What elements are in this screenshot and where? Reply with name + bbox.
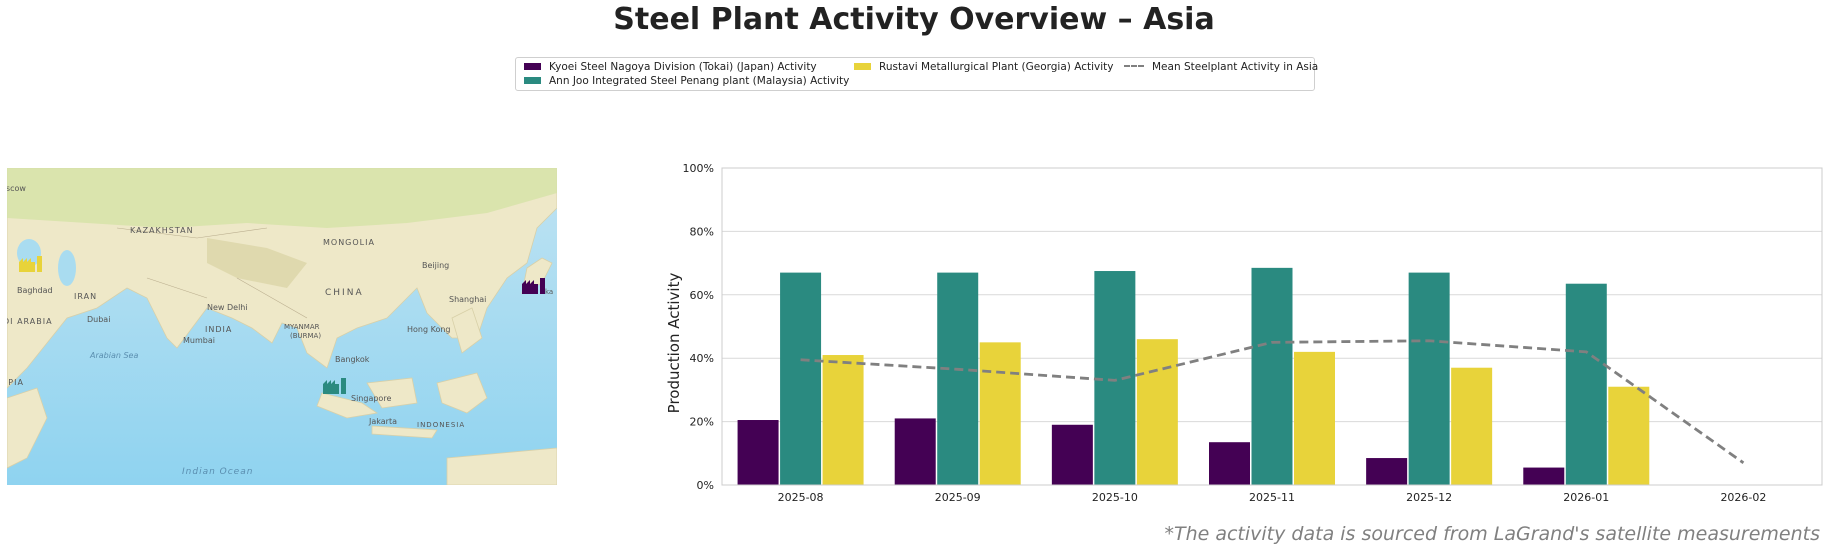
legend-item-annjoo: Ann Joo Integrated Steel Penang plant (M… <box>524 74 849 88</box>
bar-2025-11-s2 <box>1294 351 1335 485</box>
plot-frame <box>721 167 1823 486</box>
bar-2025-08-s1 <box>780 272 822 485</box>
factory-icon-georgia <box>19 256 42 272</box>
bar-2025-12-s1 <box>1408 272 1450 485</box>
asia-map: oscow KAZAKHSTAN MONGOLIA Beijing CHINA … <box>7 168 557 485</box>
legend-item-kyoei: Kyoei Steel Nagoya Division (Tokai) (Jap… <box>524 60 817 74</box>
y-tick-label: 40% <box>690 352 714 365</box>
bar-2025-09-s0 <box>894 418 936 485</box>
bar-2025-09-s2 <box>979 342 1021 485</box>
legend-swatch-rustavi <box>854 62 871 70</box>
bar-2025-08-s0 <box>737 420 779 485</box>
y-axis-label: Production Activity <box>665 273 683 414</box>
y-tick-label: 80% <box>690 225 714 238</box>
x-tick-label: 2026-02 <box>1720 491 1766 504</box>
x-tick-label: 2025-10 <box>1092 491 1138 504</box>
bar-2026-01-s0 <box>1523 467 1565 485</box>
mean-activity-line <box>800 339 1745 464</box>
legend-swatch-annjoo <box>524 76 541 84</box>
map-labels: oscow KAZAKHSTAN MONGOLIA Beijing CHINA … <box>7 184 553 477</box>
y-tick-label: 0% <box>697 479 714 492</box>
factory-icon-malaysia <box>323 378 346 394</box>
map-land-australia <box>446 447 557 485</box>
bars <box>737 267 1650 485</box>
bar-2025-12-s2 <box>1451 367 1493 485</box>
map-label-kazakhstan: KAZAKHSTAN <box>130 226 194 235</box>
map-highlands <box>207 238 307 288</box>
bar-2025-08-s2 <box>822 355 864 485</box>
x-tick-label: 2025-11 <box>1249 491 1295 504</box>
bar-chart: 0% 20% 40% 60% 80% 100% 2025-08 2025-09 2025-10 2… <box>665 162 1823 504</box>
legend-item-mean: Mean Steelplant Activity in Asia <box>1124 60 1318 74</box>
map-label-new-delhi: New Delhi <box>207 303 248 312</box>
map-label-bangkok: Bangkok <box>335 355 370 364</box>
footnote: *The activity data is sourced from LaGra… <box>1164 523 1820 545</box>
map-label-arabian-sea: Arabian Sea <box>89 351 138 360</box>
map-label-dubai: Dubai <box>87 315 110 324</box>
map-label-iran: IRAN <box>74 292 97 301</box>
legend-item-rustavi: Rustavi Metallurgical Plant (Georgia) Ac… <box>854 60 1113 74</box>
map-land-sulawesi <box>436 372 488 414</box>
x-tick-label: 2025-08 <box>778 491 824 504</box>
map-land-africa <box>7 387 48 469</box>
map-label-jakarta: Jakarta <box>368 417 397 426</box>
map-label-china: CHINA <box>325 288 364 298</box>
legend-swatch-kyoei <box>524 62 541 70</box>
map-label-osaka: ka <box>545 288 553 296</box>
legend-label-kyoei: Kyoei Steel Nagoya Division (Tokai) (Jap… <box>549 61 817 73</box>
bar-2025-10-s2 <box>1136 339 1178 485</box>
legend-label-annjoo: Ann Joo Integrated Steel Penang plant (M… <box>549 75 850 87</box>
map-label-mumbai: Mumbai <box>183 336 215 345</box>
map-land-java <box>371 425 438 439</box>
x-tick-label: 2026-01 <box>1563 491 1609 504</box>
bar-2025-12-s0 <box>1366 458 1408 485</box>
factory-icon-japan <box>522 278 545 294</box>
y-tick-label: 100% <box>683 162 714 175</box>
bar-2025-11-s0 <box>1209 442 1250 485</box>
map-label-indonesia: INDONESIA <box>417 421 465 429</box>
legend-label-rustavi: Rustavi Metallurgical Plant (Georgia) Ac… <box>879 61 1114 73</box>
map-label-indian-ocean: Indian Ocean <box>182 467 253 477</box>
bar-2026-01-s1 <box>1565 283 1607 485</box>
map-land-philippines <box>451 307 483 354</box>
x-tick-label: 2025-12 <box>1406 491 1452 504</box>
legend-dash-mean <box>1124 65 1144 67</box>
map-label-saudi-arabia: DI ARABIA <box>7 317 53 326</box>
map-label-burma: (BURMA) <box>290 332 321 340</box>
y-tick-label: 60% <box>690 289 714 302</box>
map-land-sumatra <box>316 392 379 419</box>
map-steppe <box>7 168 557 228</box>
map-label-india: INDIA <box>205 325 232 334</box>
map-label-ethiopia: OPIA <box>7 378 24 387</box>
mean-line <box>800 339 1745 464</box>
bar-2025-11-s1 <box>1251 267 1293 485</box>
map-label-mongolia: MONGOLIA <box>323 238 375 247</box>
map-borders <box>116 227 308 319</box>
legend-label-mean: Mean Steelplant Activity in Asia <box>1152 61 1319 73</box>
map-label-shanghai: Shanghai <box>449 295 486 304</box>
map-label-beijing: Beijing <box>422 261 449 270</box>
chart-title: Steel Plant Activity Overview – Asia <box>613 2 1215 37</box>
map-label-hong-kong: Hong Kong <box>407 325 451 334</box>
map-label-moscow: oscow <box>7 184 26 193</box>
bar-2025-09-s1 <box>937 272 979 485</box>
bar-2026-01-s2 <box>1608 386 1650 485</box>
map-label-baghdad: Baghdad <box>17 286 53 295</box>
map-land-borneo <box>366 377 418 409</box>
axes: 0% 20% 40% 60% 80% 100% 2025-08 2025-09 2025-10 2… <box>683 162 1823 504</box>
x-tick-label: 2025-09 <box>935 491 981 504</box>
map-caspian-sea <box>58 250 76 286</box>
legend: Kyoei Steel Nagoya Division (Tokai) (Jap… <box>515 57 1318 91</box>
map-label-myanmar: MYANMAR <box>284 323 320 331</box>
map-label-singapore: Singapore <box>351 394 391 403</box>
bar-2025-10-s0 <box>1051 424 1093 485</box>
y-tick-label: 20% <box>690 416 714 429</box>
